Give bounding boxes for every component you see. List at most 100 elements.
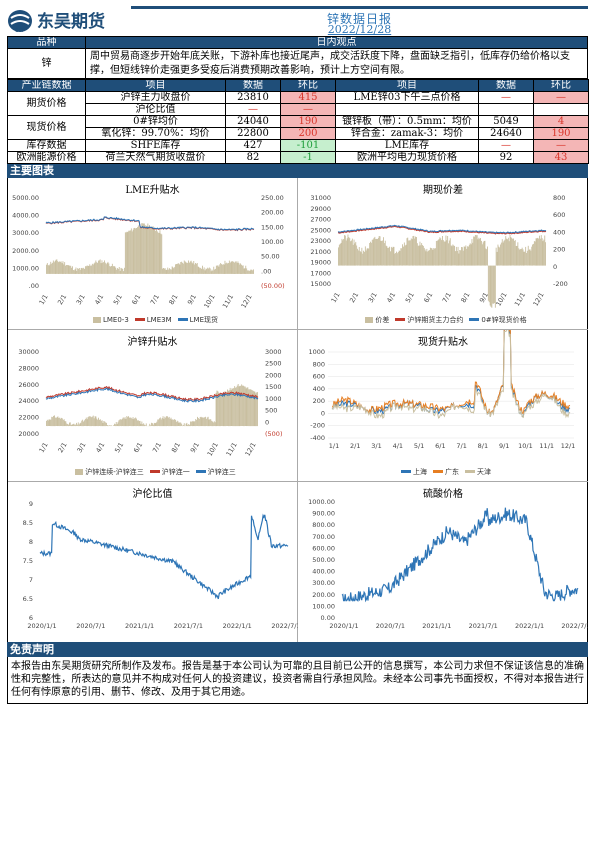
x-tick-label: 5/1 — [112, 293, 124, 306]
bar-mark — [83, 267, 85, 274]
bar-mark — [378, 236, 380, 266]
y-tick-label: 0 — [321, 409, 325, 417]
bar-mark — [234, 262, 235, 274]
bar-mark — [215, 392, 217, 427]
bar-mark — [95, 260, 97, 274]
bar-mark — [59, 417, 61, 427]
bar-mark — [171, 419, 173, 427]
bar-mark — [431, 248, 433, 266]
chart-shfe-spread: 沪锌升贴水 30000 28000 26000 24000 22000 20000 3000… — [8, 330, 298, 482]
bar-mark — [255, 393, 257, 427]
bar-mark — [363, 250, 364, 266]
bar-mark — [182, 425, 183, 427]
bar-mark — [247, 387, 249, 426]
y-tick-label: 29000 — [310, 205, 331, 213]
bar-mark — [545, 242, 546, 266]
legend-swatch — [195, 470, 206, 473]
chain-header-4: 项目 — [335, 79, 479, 92]
bar-mark — [542, 241, 544, 266]
x-tick-label: 3/1 — [75, 293, 87, 306]
bar-mark — [78, 268, 80, 274]
bar-mark — [48, 419, 50, 426]
bar-mark — [339, 243, 341, 266]
bar-mark — [145, 225, 147, 274]
bar-mark — [75, 267, 77, 274]
bar-mark — [74, 424, 76, 426]
bar-mark — [241, 384, 243, 426]
bar-mark — [137, 420, 139, 427]
bar-mark — [368, 248, 370, 266]
bar-mark — [81, 267, 83, 274]
bar-mark — [191, 262, 193, 274]
bar-mark — [433, 248, 435, 266]
view-header-opinion: 日内观点 — [85, 36, 588, 49]
bar-mark — [77, 268, 79, 274]
x-tick-label: 2/1 — [350, 442, 360, 450]
bar-mark — [119, 419, 121, 427]
bar-mark — [435, 248, 436, 266]
bar-mark — [46, 264, 47, 274]
bar-mark — [68, 424, 69, 427]
bar-mark — [69, 422, 70, 426]
y-tick-label: 5000.00 — [12, 194, 39, 202]
bar-mark — [250, 389, 251, 427]
header-band: 锌数据日报 2022/12/28 — [131, 6, 588, 36]
bar-mark — [415, 236, 416, 266]
value-cell: — — [225, 103, 281, 116]
y-tick-label: 2000.00 — [12, 247, 39, 255]
bar-mark — [53, 415, 54, 427]
bar-mark — [111, 263, 113, 274]
bar-mark — [438, 239, 440, 266]
bar-mark — [173, 268, 175, 274]
chain-header-5: 数据 — [478, 79, 534, 92]
bar-mark — [218, 392, 220, 427]
bar-mark — [125, 418, 127, 427]
y-tick-label: .00 — [29, 282, 39, 290]
bar-mark — [130, 417, 132, 427]
bar-mark — [408, 240, 410, 266]
bar-mark — [490, 265, 492, 307]
bar-mark — [451, 246, 453, 266]
y-tick-label: 0.00 — [321, 614, 335, 622]
bar-mark — [476, 235, 478, 266]
bar-mark — [179, 264, 181, 274]
legend-label: LME3M — [146, 316, 172, 324]
bar-mark — [185, 262, 187, 274]
value-cell: — — [478, 91, 534, 104]
bar-mark — [54, 415, 55, 427]
bar-mark — [63, 264, 65, 274]
chart-sulfuric-svg: 1000.00 900.00 800.00 700.00 600.00 500.00 400… — [308, 498, 588, 630]
bar-mark — [213, 421, 215, 426]
x-tick-label: 4/1 — [93, 293, 105, 306]
bar-mark — [345, 240, 347, 266]
bar-mark — [202, 269, 204, 274]
bar-mark — [180, 422, 182, 427]
bar-mark — [82, 268, 84, 274]
bar-mark — [163, 268, 164, 274]
y-tick-label: 1000.00 — [308, 498, 335, 506]
y-tick-label: -400 — [310, 434, 325, 442]
bar-mark — [72, 270, 74, 274]
view-header-variety: 品种 — [7, 36, 86, 49]
y-tick-label: 31000 — [310, 194, 331, 202]
change-cell: -101 — [280, 139, 336, 152]
x-tick-label: 2022/1/1 — [223, 622, 252, 630]
bar-mark — [118, 420, 120, 427]
bar-mark — [372, 239, 374, 266]
bar-mark — [155, 422, 157, 426]
bar-mark — [390, 251, 391, 266]
bar-mark — [240, 263, 241, 274]
bar-mark — [521, 247, 523, 266]
x-tick-label: 10/1 — [518, 442, 533, 450]
bar-mark — [176, 264, 177, 274]
x-tick-label: 6/1 — [422, 291, 434, 304]
bar-mark — [226, 392, 228, 426]
bar-mark — [93, 263, 95, 274]
legend-label: 天津 — [477, 468, 491, 476]
bar-mark — [448, 240, 450, 266]
bar-mark — [253, 391, 255, 427]
bar-mark — [341, 238, 343, 266]
charts-grid: LME升贴水 5000.00 4000.00 3000.00 2000.00 1000.… — [7, 178, 588, 642]
legend-label: LME0-3 — [102, 316, 129, 324]
bar-mark — [528, 249, 530, 266]
